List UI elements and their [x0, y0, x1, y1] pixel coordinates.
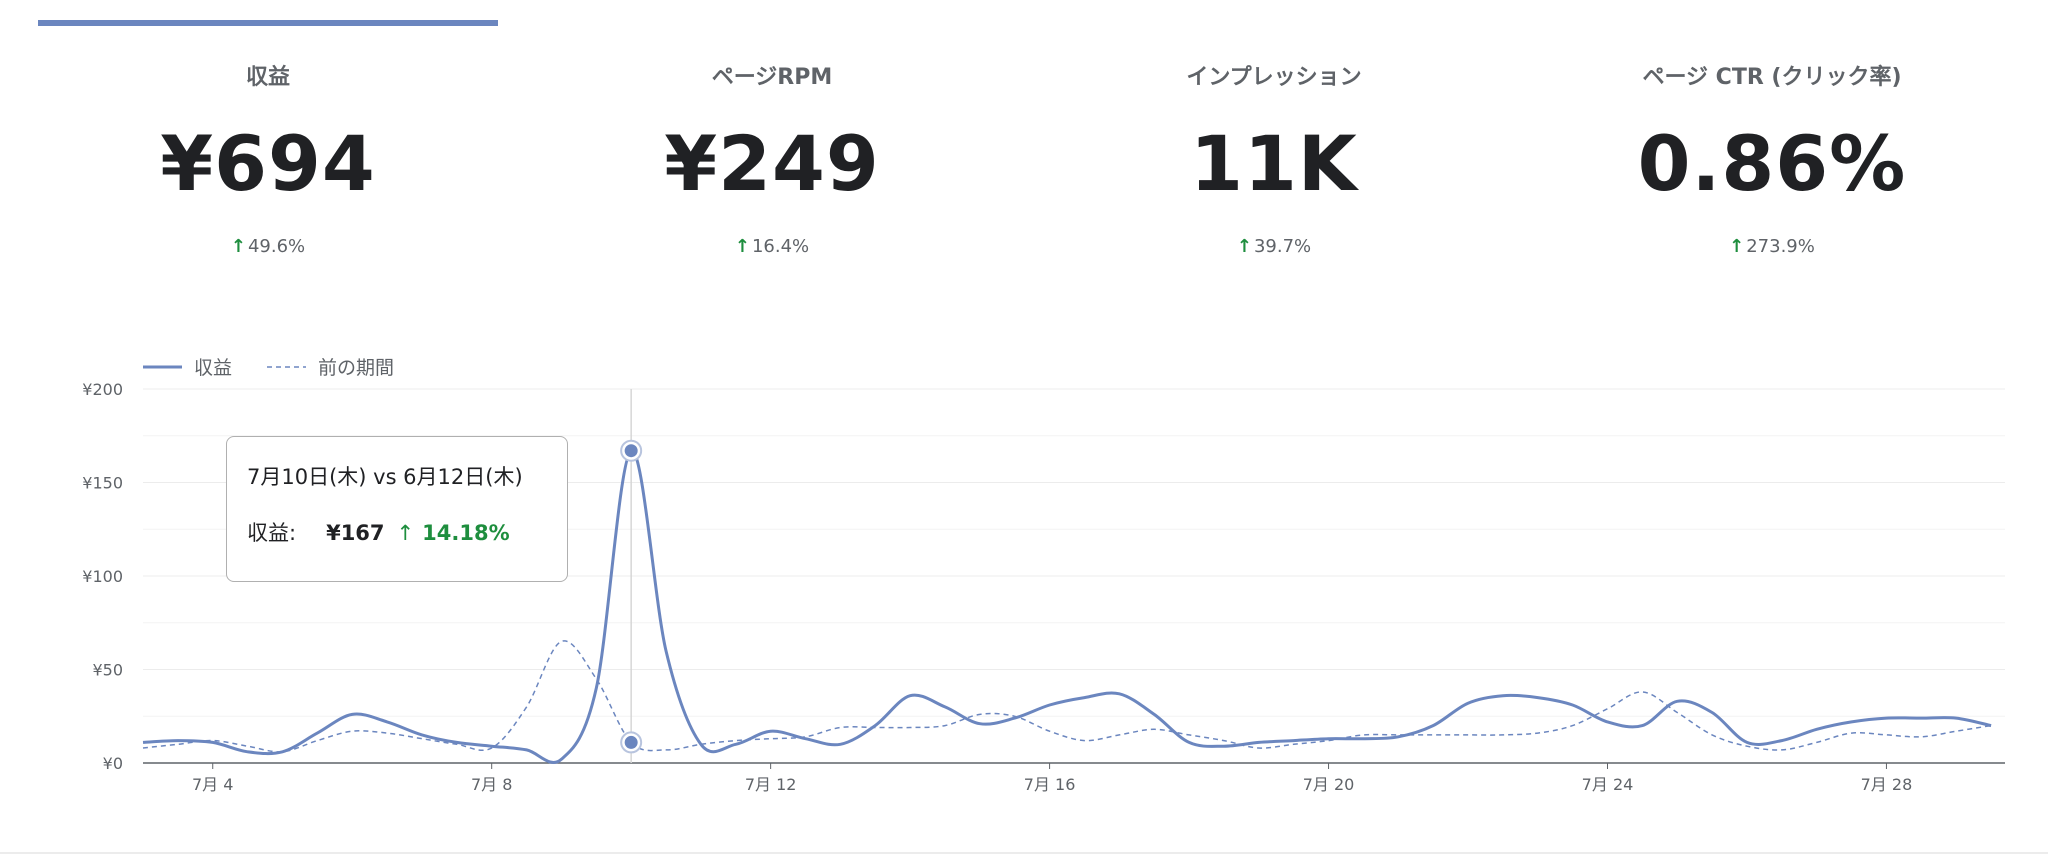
y-tick-label: ¥150: [82, 474, 123, 493]
highlight-point-revenue: [624, 444, 638, 458]
kpi-label: 収益: [245, 65, 290, 90]
kpi-label: インプレッション: [1186, 65, 1362, 90]
kpi-change-value: 39.7%: [1253, 236, 1312, 257]
kpi-value: ¥694: [160, 119, 376, 208]
kpi-change-value: 273.9%: [1746, 236, 1815, 257]
x-tick-label: 7月 16: [1024, 775, 1076, 794]
y-tick-label: ¥100: [82, 567, 123, 586]
kpi-value: 0.86%: [1637, 119, 1907, 208]
x-tick-label: 7月 4: [192, 775, 233, 794]
kpi-change-value: 49.6%: [247, 236, 306, 257]
tooltip-row: 収益: ¥167 ↑ 14.18%: [247, 517, 547, 547]
kpi-change: ↑ 49.6%: [18, 232, 518, 262]
kpi-value: 11K: [1190, 119, 1358, 208]
tooltip-value: ¥167: [326, 521, 385, 545]
kpi-change: ↑ 273.9%: [1522, 232, 2022, 262]
y-tick-label: ¥50: [92, 661, 123, 680]
arrow-up-icon: ↑: [396, 521, 415, 545]
legend-label-revenue: 収益: [194, 357, 232, 379]
arrow-up-icon: ↑: [734, 236, 750, 257]
x-tick-label: 7月 12: [745, 775, 797, 794]
legend-label-previous-period: 前の期間: [318, 357, 394, 379]
kpi-change: ↑ 39.7%: [1024, 232, 1524, 262]
selected-tab-indicator: [38, 20, 498, 26]
chart-tooltip: 7月10日(木) vs 6月12日(木) 収益: ¥167 ↑ 14.18%: [226, 436, 568, 582]
kpi-change-value: 16.4%: [751, 236, 810, 257]
series-line-revenue: [142, 449, 1992, 764]
tooltip-change: 14.18%: [422, 521, 510, 545]
highlight-point-previous: [624, 735, 638, 749]
kpi-revenue[interactable]: 収益 ¥694 ↑ 49.6%: [18, 60, 518, 262]
series-line-previous-period: [142, 640, 1992, 753]
x-tick-label: 7月 24: [1582, 775, 1634, 794]
y-tick-label: ¥0: [103, 754, 123, 773]
kpi-page-ctr[interactable]: ページ CTR (クリック率) 0.86% ↑ 273.9%: [1522, 60, 2022, 262]
kpi-change: ↑ 16.4%: [522, 232, 1022, 262]
arrow-up-icon: ↑: [1729, 236, 1745, 257]
tooltip-label: 収益:: [247, 521, 297, 545]
tooltip-title: 7月10日(木) vs 6月12日(木): [247, 465, 523, 489]
kpi-value: ¥249: [664, 119, 880, 208]
kpi-page-rpm[interactable]: ページRPM ¥249 ↑ 16.4%: [522, 60, 1022, 262]
kpi-label: ページ CTR (クリック率): [1642, 65, 1902, 90]
x-tick-label: 7月 20: [1303, 775, 1355, 794]
x-tick-label: 7月 28: [1861, 775, 1913, 794]
bottom-divider: [0, 852, 2048, 854]
kpi-label: ページRPM: [711, 65, 833, 90]
revenue-line-chart[interactable]: ¥0 ¥50 ¥100 ¥150 ¥200 7月 4 7月 8 7月 12 7月 16 7月 20…: [0, 340, 2048, 800]
x-tick-label: 7月 8: [471, 775, 512, 794]
y-tick-label: ¥200: [82, 380, 123, 399]
arrow-up-icon: ↑: [230, 236, 246, 257]
arrow-up-icon: ↑: [1236, 236, 1252, 257]
kpi-impressions[interactable]: インプレッション 11K ↑ 39.7%: [1024, 60, 1524, 262]
